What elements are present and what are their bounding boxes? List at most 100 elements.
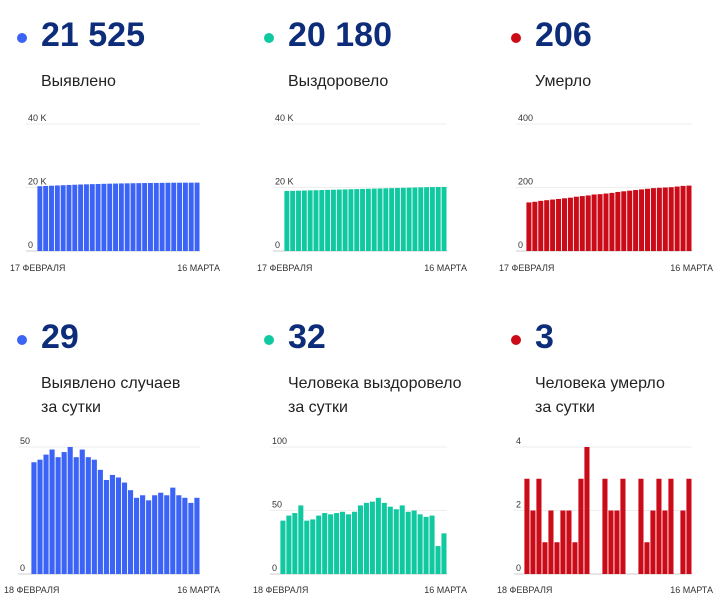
bar: [638, 478, 644, 574]
bar: [101, 183, 107, 251]
stat-label: Умерло: [535, 73, 592, 90]
bar: [423, 516, 429, 574]
bar: [351, 511, 358, 574]
bar: [369, 501, 375, 574]
bar: [621, 191, 627, 251]
legend-dot: [264, 33, 274, 43]
bar: [526, 202, 532, 251]
bar: [608, 510, 614, 574]
bar: [662, 510, 668, 574]
bar: [411, 510, 417, 574]
stat-label-line2: за сутки: [535, 399, 595, 416]
x-tick-label-start: 17 ФЕВРАЛЯ: [10, 263, 65, 273]
y-tick-label: 0: [20, 563, 25, 573]
bar: [561, 198, 567, 251]
bar: [121, 482, 128, 574]
bar: [686, 478, 692, 574]
panel-died: 206 Умерло: [494, 0, 721, 300]
bar: [142, 183, 148, 251]
bar: [182, 497, 188, 574]
x-tick-label-end: 16 МАРТА: [177, 585, 220, 595]
bar: [54, 185, 60, 251]
bar: [342, 189, 348, 251]
bar: [171, 182, 177, 251]
bar: [61, 452, 67, 574]
bar: [435, 186, 441, 251]
bar: [644, 542, 650, 574]
bar: [560, 510, 566, 574]
bar: [153, 182, 159, 251]
bar: [346, 514, 352, 574]
panel-daily-died: 3 Человека умерло за сутки: [494, 302, 721, 602]
bar: [597, 194, 603, 251]
x-tick-label-end: 16 МАРТА: [177, 263, 220, 273]
bar: [532, 201, 538, 251]
bar: [330, 189, 336, 251]
bar: [140, 495, 146, 574]
y-tick-label: 0: [516, 563, 521, 573]
bar: [134, 497, 140, 574]
y-tick-label: 0: [28, 240, 33, 250]
bar: [148, 182, 153, 251]
bar: [395, 187, 400, 251]
bar: [360, 188, 365, 251]
bar: [680, 510, 686, 574]
stat-label-line1: Выявлено случаев: [41, 375, 181, 392]
bar: [650, 510, 656, 574]
bar: [375, 497, 381, 574]
bar: [536, 478, 542, 574]
x-tick-label-start: 18 ФЕВРАЛЯ: [253, 585, 308, 595]
stat-label: Выявлено: [41, 73, 116, 90]
bar: [79, 449, 85, 574]
bar: [89, 184, 95, 251]
bar: [662, 187, 668, 251]
legend-dot: [511, 33, 521, 43]
bar: [524, 478, 530, 574]
stat-value: 3: [535, 318, 554, 356]
bar: [304, 520, 310, 574]
x-tick-label-start: 17 ФЕВРАЛЯ: [499, 263, 554, 273]
bar: [399, 505, 405, 574]
bar: [322, 513, 328, 574]
bar: [37, 459, 43, 574]
bar: [85, 457, 91, 574]
bar: [578, 478, 584, 574]
bar: [164, 495, 170, 574]
y-tick-label: 20 K: [28, 177, 47, 187]
bar: [566, 510, 572, 574]
bar: [43, 185, 49, 251]
bar: [307, 190, 313, 251]
bar: [107, 183, 113, 251]
y-tick-label: 4: [516, 436, 521, 446]
bar: [73, 457, 79, 574]
bar: [328, 514, 334, 574]
bar: [542, 542, 548, 574]
bar: [49, 449, 55, 574]
bar: [686, 185, 692, 251]
bar: [357, 505, 363, 574]
bar: [550, 199, 556, 251]
bar: [441, 186, 447, 251]
bar: [633, 190, 639, 251]
stat-label: Выявлено случаев за сутки: [41, 372, 236, 420]
bar: [548, 510, 554, 574]
bar: [381, 502, 387, 574]
bar: [668, 187, 674, 251]
x-tick-label-end: 16 МАРТА: [670, 585, 713, 595]
bar: [603, 193, 609, 251]
bar: [602, 478, 608, 574]
bar: [348, 189, 354, 251]
bar: [615, 191, 621, 251]
bar: [573, 196, 579, 251]
bar: [146, 500, 152, 574]
legend-dot: [511, 335, 521, 345]
bar: [118, 183, 124, 251]
y-tick-label: 0: [518, 240, 523, 250]
bar: [67, 447, 73, 574]
bar: [301, 190, 307, 251]
bar: [393, 509, 399, 574]
bar: [43, 454, 49, 574]
bar: [639, 189, 645, 251]
bar: [429, 187, 435, 251]
y-tick-label: 20 K: [275, 177, 294, 187]
